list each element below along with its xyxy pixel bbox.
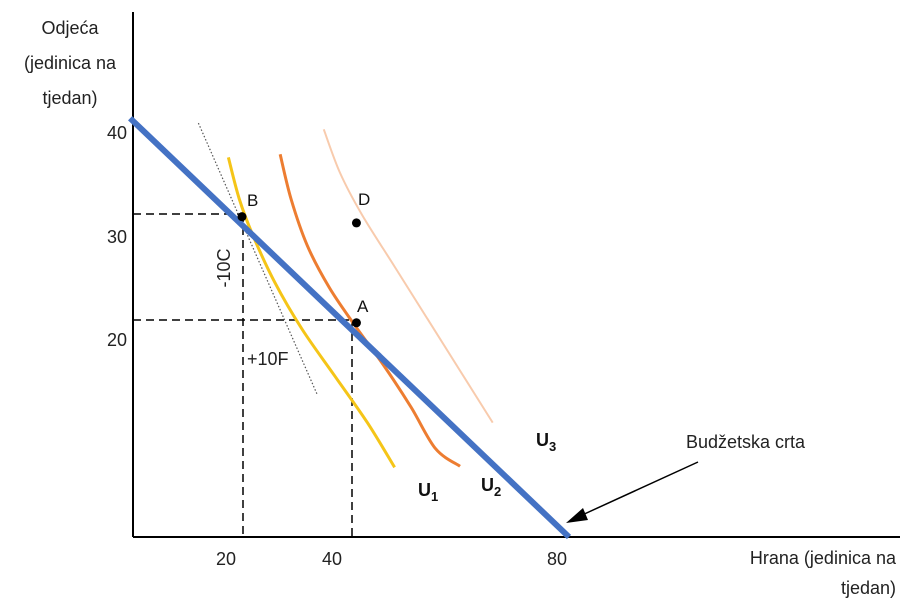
point-a-label: A [357, 297, 369, 316]
curve-label-u3: U3 [536, 430, 556, 454]
point-d-marker [351, 218, 361, 228]
x-axis-title-line-2: tjedan) [841, 578, 896, 598]
budget-line-arrowhead [566, 508, 588, 523]
y-axis-title-line-2: (jedinica na [24, 53, 117, 73]
point-a-marker [351, 318, 361, 328]
y-axis-title-line-1: Odjeća [41, 18, 99, 38]
y-tick-label-20: 20 [107, 330, 127, 350]
x-tick-label-40: 40 [322, 549, 342, 569]
point-b-label: B [247, 191, 258, 210]
curve-label-u1: U1 [418, 480, 438, 504]
x-tick-label-80: 80 [547, 549, 567, 569]
y-axis-title-line-3: tjedan) [42, 88, 97, 108]
point-b-marker [237, 212, 247, 222]
indifference-curve-u1 [226, 157, 396, 469]
budget-line-arrow [579, 461, 699, 517]
indifference-curve-u3 [322, 128, 494, 424]
x-axis-title-line-1: Hrana (jedinica na [750, 548, 897, 568]
curve-label-u2: U2 [481, 475, 501, 499]
y-tick-label-30: 30 [107, 227, 127, 247]
x-tick-label-20: 20 [216, 549, 236, 569]
annotation-minus-10c: -10C [214, 248, 234, 287]
annotation-plus-10f: +10F [247, 349, 289, 369]
point-d-label: D [358, 190, 370, 209]
tangent-line [197, 122, 318, 395]
y-tick-label-40: 40 [107, 123, 127, 143]
budget-line-label: Budžetska crta [686, 432, 806, 452]
budget-line [128, 116, 572, 540]
